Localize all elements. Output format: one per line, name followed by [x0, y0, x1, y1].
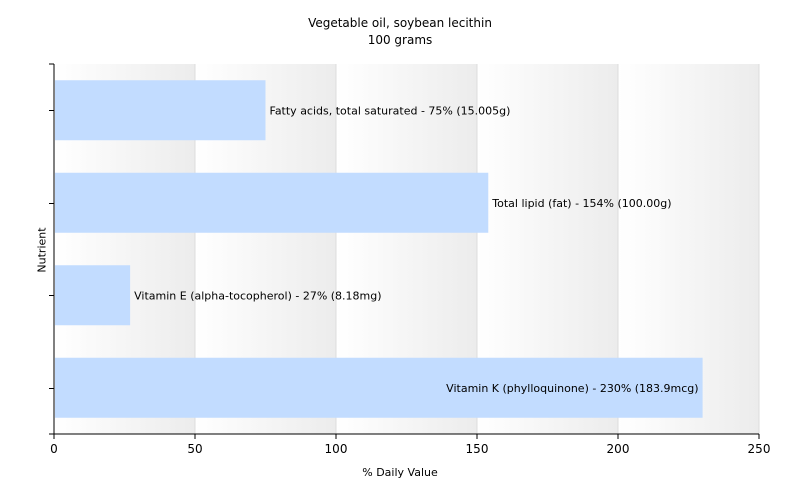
bar-data-label: Fatty acids, total saturated - 75% (15.0…: [270, 104, 511, 117]
bar: [55, 357, 703, 418]
bar: [55, 80, 266, 141]
chart-subtitle: 100 grams: [367, 33, 433, 47]
x-axis-label: % Daily Value: [362, 466, 438, 479]
chart-title: Vegetable oil, soybean lecithin: [308, 16, 492, 30]
x-tick-label: 100: [325, 442, 348, 456]
x-tick-label: 150: [466, 442, 489, 456]
y-axis-label: Nutrient: [35, 227, 49, 273]
bar: [55, 265, 131, 326]
x-tick-label: 0: [50, 442, 58, 456]
x-tick-label: 250: [748, 442, 771, 456]
bar-data-label: Vitamin E (alpha-tocopherol) - 27% (8.18…: [134, 289, 381, 302]
bar-data-label: Vitamin K (phylloquinone) - 230% (183.9m…: [446, 382, 698, 395]
bar-data-label: Total lipid (fat) - 154% (100.00g): [491, 197, 671, 210]
bar: [55, 172, 489, 233]
x-tick-label: 200: [607, 442, 630, 456]
x-tick-label: 50: [187, 442, 202, 456]
